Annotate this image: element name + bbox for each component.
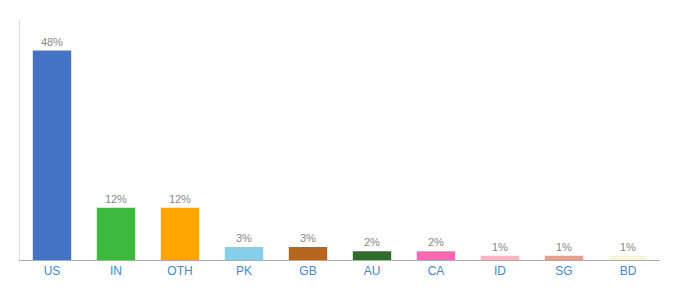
- svg-text:ID: ID: [494, 264, 506, 278]
- svg-text:AU: AU: [364, 264, 381, 278]
- svg-text:BD: BD: [620, 264, 637, 278]
- svg-text:OTH: OTH: [167, 264, 192, 278]
- svg-text:1%: 1%: [620, 241, 636, 253]
- svg-text:2%: 2%: [364, 236, 380, 248]
- svg-text:48%: 48%: [41, 36, 63, 48]
- svg-text:GB: GB: [299, 264, 316, 278]
- svg-text:PK: PK: [236, 264, 252, 278]
- svg-text:SG: SG: [555, 264, 572, 278]
- svg-text:CA: CA: [428, 264, 445, 278]
- svg-text:1%: 1%: [556, 241, 572, 253]
- svg-text:12%: 12%: [169, 193, 191, 205]
- svg-text:3%: 3%: [236, 232, 252, 244]
- svg-text:1%: 1%: [492, 241, 508, 253]
- svg-text:IN: IN: [110, 264, 122, 278]
- svg-text:12%: 12%: [105, 193, 127, 205]
- svg-text:3%: 3%: [300, 232, 316, 244]
- svg-text:US: US: [44, 264, 61, 278]
- svg-text:2%: 2%: [428, 236, 444, 248]
